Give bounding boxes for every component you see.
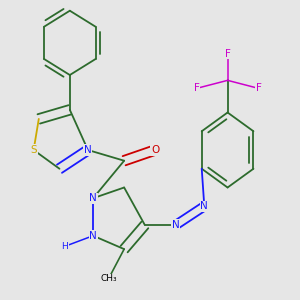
- Text: CH₃: CH₃: [100, 274, 117, 283]
- Text: H: H: [61, 242, 68, 251]
- Text: F: F: [194, 83, 200, 93]
- Text: F: F: [225, 49, 230, 58]
- Text: O: O: [151, 145, 159, 155]
- Text: S: S: [30, 145, 37, 155]
- Text: N: N: [89, 231, 97, 241]
- Text: N: N: [172, 220, 180, 230]
- Text: N: N: [89, 193, 97, 203]
- Text: N: N: [200, 201, 208, 211]
- Text: N: N: [84, 145, 92, 155]
- Text: F: F: [256, 83, 262, 93]
